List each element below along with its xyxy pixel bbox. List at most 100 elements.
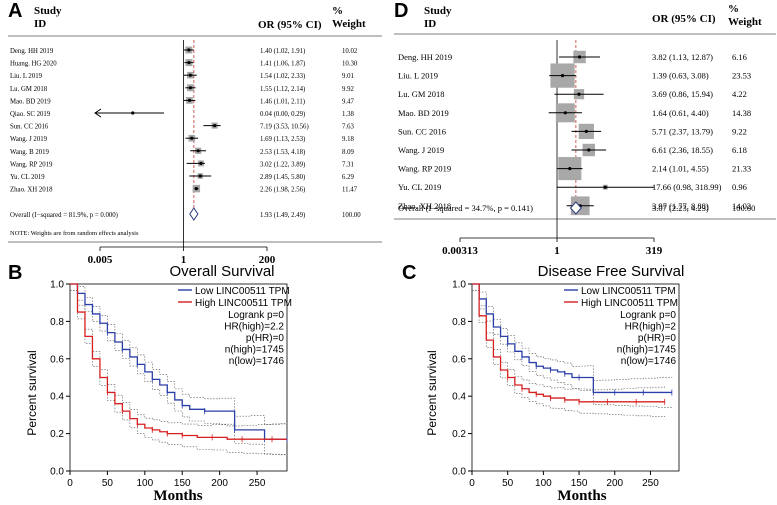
forest-plot-a: Study ID OR (95% CI) % Weight Deng. HH 2…: [8, 5, 382, 265]
y-tick-label: 0.4: [50, 392, 64, 403]
stat-line: n(high)=1745: [225, 345, 285, 356]
ci-upper-band: [70, 283, 288, 425]
y-tick-label: 1.0: [50, 280, 64, 291]
point-estimate: [199, 161, 203, 165]
header-weight: Weight: [728, 16, 762, 28]
legend-label-high: High LINC00511 TPM: [195, 298, 292, 309]
point-estimate: [188, 73, 192, 77]
low-expression-curve: [70, 283, 287, 440]
stat-line: p(HR)=0: [638, 333, 677, 344]
overall-label: Overall (I−squared = 81.9%, p = 0.000): [10, 212, 118, 219]
study-label: Deng. HH 2019: [398, 52, 452, 62]
point-estimate: [196, 149, 200, 153]
point-estimate: [198, 174, 202, 178]
point-estimate: [587, 148, 591, 152]
or-ci-value: 1.55 (1.12, 2.14): [260, 86, 305, 93]
or-ci-value: 1.46 (1.01, 2.11): [260, 98, 305, 105]
high-expression-curve: [70, 283, 287, 440]
weight-value: 8.09: [342, 149, 354, 156]
weight-value: 9.18: [342, 136, 354, 143]
km-plot-c: Disease Free Survival Percent survival M…: [425, 263, 685, 504]
point-estimate: [563, 111, 567, 115]
or-ci-value: 7.19 (3.53, 10.56): [260, 124, 309, 131]
or-ci-value: 2.53 (1.53, 4.18): [260, 149, 305, 156]
study-label: Mao. BD 2019: [398, 108, 449, 118]
x-tick-label: 0: [67, 478, 73, 489]
x-tick-label: 0.005: [88, 254, 113, 265]
panel-letter-c: C: [402, 262, 417, 284]
ci-upper-band: [472, 283, 666, 391]
or-ci-value: 2.26 (1.98, 2.56): [260, 187, 305, 194]
x-tick-label: 1: [181, 254, 187, 265]
y-tick-label: 1.0: [452, 280, 466, 291]
header-weight-pct: %: [332, 5, 343, 17]
ci-lower-band: [70, 290, 288, 456]
or-ci-value: 3.69 (0.86, 15.94): [652, 89, 713, 99]
header-weight: Weight: [332, 18, 366, 30]
low-expression-curve: [472, 283, 672, 394]
study-label: Wang. RP 2019: [398, 164, 451, 174]
stat-line: Logrank p=0: [228, 310, 284, 321]
legend-label-low: Low LINC00511 TPM: [581, 286, 676, 297]
x-tick-label: 150: [174, 478, 191, 489]
header-weight-pct: %: [728, 3, 739, 15]
weight-value: 11.47: [342, 187, 358, 194]
header-study: Study: [34, 5, 62, 17]
header-id: ID: [424, 18, 436, 30]
weight-value: 6.18: [732, 145, 747, 155]
point-estimate: [603, 185, 607, 189]
x-tick-label: 0.00313: [442, 245, 478, 257]
study-label: Yu. CL 2019: [10, 174, 45, 181]
point-estimate: [577, 92, 581, 96]
study-label: Liu. L 2019: [398, 71, 438, 81]
stat-line: Logrank p=0: [620, 310, 676, 321]
point-estimate: [188, 86, 193, 90]
or-ci-value: 3.82 (1.13, 12.87): [652, 52, 713, 62]
or-ci-value: 1.64 (0.61, 4.40): [652, 108, 709, 118]
x-tick-label: 50: [102, 478, 114, 489]
point-estimate: [190, 136, 194, 140]
y-tick-label: 0.0: [452, 467, 466, 478]
weight-value: 7.31: [342, 161, 354, 168]
x-axis-label: Months: [557, 488, 606, 504]
plot-frame: [471, 283, 680, 472]
point-estimate: [584, 129, 588, 133]
or-ci-value: 0.04 (0.00, 0.29): [260, 111, 305, 118]
weights-note: NOTE: Weights are from random effects an…: [10, 230, 139, 237]
weight-value: 1.38: [342, 111, 354, 118]
y-tick-label: 0.6: [50, 354, 64, 365]
weight-value: 10.02: [342, 48, 358, 55]
plot-title: Disease Free Survival: [538, 263, 685, 280]
point-estimate: [577, 55, 582, 59]
study-label: Wang. J 2019: [10, 136, 48, 143]
study-label: Sun. CC 2016: [10, 124, 49, 131]
or-ci-value: 17.66 (0.98, 318.99): [652, 182, 722, 192]
point-estimate: [187, 98, 192, 102]
header-study: Study: [424, 5, 452, 17]
x-axis-label: Months: [153, 488, 202, 504]
study-label: Huang. HG 2020: [10, 61, 57, 68]
point-estimate: [131, 111, 135, 115]
weight-value: 4.22: [732, 89, 747, 99]
stat-line: n(high)=1745: [617, 345, 677, 356]
study-label: Sun. CC 2016: [398, 126, 446, 136]
overall-weight: 100.00: [342, 212, 361, 219]
panel-letter-d: D: [394, 0, 409, 22]
weight-value: 6.29: [342, 174, 354, 181]
point-estimate: [560, 74, 565, 78]
point-estimate: [212, 124, 217, 128]
weight-value: 0.96: [732, 182, 747, 192]
weight-value: 9.92: [342, 86, 354, 93]
weight-value: 23.53: [732, 71, 751, 81]
x-tick-label: 200: [606, 478, 623, 489]
study-label: Deng. HH 2019: [10, 48, 54, 55]
x-tick-label: 150: [571, 478, 588, 489]
or-ci-value: 1.41 (1.06, 1.87): [260, 61, 305, 68]
overall-diamond: [189, 207, 199, 221]
study-label: Zhao. XH 2018: [398, 201, 451, 211]
study-label: Qiao. SC 2019: [10, 111, 51, 118]
y-tick-label: 0.6: [452, 354, 466, 365]
or-ci-value: 2.89 (1.45, 5.80): [260, 174, 305, 181]
weight-value: 7.63: [342, 124, 354, 131]
study-label: Zhao. XH 2018: [10, 187, 53, 194]
